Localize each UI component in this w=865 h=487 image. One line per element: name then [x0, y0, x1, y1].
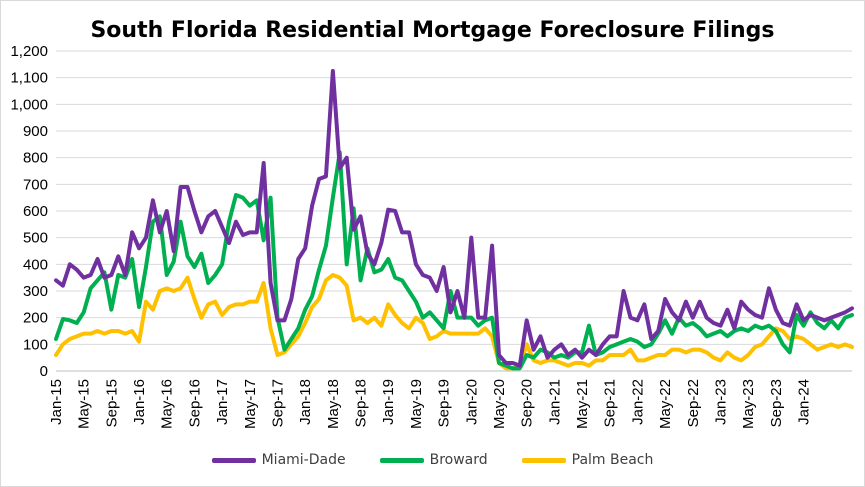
x-tick-label: May-21: [574, 379, 591, 429]
legend-label-miami-dade: Miami-Dade: [261, 452, 346, 468]
gridlines: [56, 50, 852, 372]
y-tick-label: 1,100: [10, 70, 48, 87]
y-tick-label: 200: [23, 310, 48, 327]
y-axis: 0 100 200 300 400 500 600 700 800 900 1,000 1,100 1,…: [10, 43, 48, 380]
x-tick-label: Jan-17: [214, 379, 231, 425]
x-tick-label: May-18: [325, 379, 342, 429]
chart-title: South Florida Residential Mortgage Forec…: [90, 18, 775, 43]
y-tick-label: 900: [23, 123, 48, 140]
legend-item-broward: Broward: [379, 452, 488, 468]
legend-swatch-miami-dade: [211, 457, 256, 463]
x-tick-label: May-22: [657, 379, 674, 429]
series-line-palm-beach: [54, 273, 854, 371]
y-tick-label: 800: [23, 150, 48, 167]
x-tick-label: May-19: [408, 379, 425, 429]
y-tick-label: 0: [40, 363, 48, 380]
x-tick-label: May-16: [159, 379, 176, 429]
y-tick-label: 500: [23, 230, 48, 247]
legend-label-palm-beach: Palm Beach: [571, 452, 654, 468]
x-tick-label: Jan-16: [131, 379, 148, 425]
x-tick-label: Jan-15: [48, 379, 65, 425]
series-line-miami-dade: [54, 69, 854, 368]
x-tick-label: Jan-23: [712, 379, 729, 425]
x-tick-label: Sep-15: [103, 379, 120, 427]
x-tick-label: Sep-20: [519, 379, 536, 427]
series-lines: [54, 69, 854, 371]
x-tick-label: Sep-18: [353, 379, 370, 427]
y-tick-label: 300: [23, 283, 48, 300]
x-tick-label: Jan-18: [297, 379, 314, 425]
y-tick-label: 400: [23, 256, 48, 273]
legend-swatch-palm-beach: [521, 457, 566, 463]
x-tick-label: Jan-19: [380, 379, 397, 425]
x-tick-label: Sep-21: [602, 379, 619, 427]
x-tick-label: May-23: [740, 379, 757, 429]
legend-item-miami-dade: Miami-Dade: [211, 452, 346, 468]
x-tick-label: Jan-22: [629, 379, 646, 425]
x-tick-label: Jan-20: [463, 379, 480, 425]
y-tick-label: 600: [23, 203, 48, 220]
x-axis: Jan-15 May-15 Sep-15 Jan-16 May-16 Sep-16 Jan-…: [48, 370, 852, 429]
x-tick-label: Jan-21: [546, 379, 563, 425]
x-tick-label: May-15: [76, 379, 93, 429]
y-tick-label: 1,000: [10, 96, 48, 113]
legend-label-broward: Broward: [429, 452, 488, 468]
legend-swatch-broward: [379, 457, 424, 463]
x-tick-label: Sep-23: [768, 379, 785, 427]
x-tick-label: Sep-19: [436, 379, 453, 427]
x-tick-label: Sep-22: [685, 379, 702, 427]
legend-item-palm-beach: Palm Beach: [521, 452, 654, 468]
y-tick-label: 1,200: [10, 43, 48, 60]
y-tick-label: 700: [23, 176, 48, 193]
legend: Miami-Dade Broward Palm Beach: [0, 452, 865, 468]
y-tick-label: 100: [23, 336, 48, 353]
x-tick-label: Sep-17: [269, 379, 286, 427]
x-tick-label: May-17: [242, 379, 259, 429]
x-tick-label: Sep-16: [186, 379, 203, 427]
x-tick-label: May-20: [491, 379, 508, 429]
x-tick-label: Jan-24: [796, 379, 813, 425]
